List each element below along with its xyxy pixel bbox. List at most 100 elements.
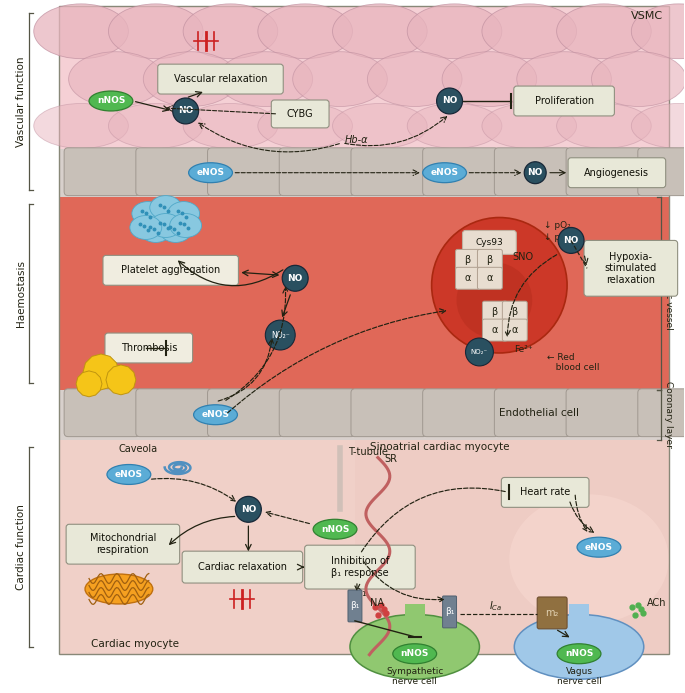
Text: NO₂⁻: NO₂⁻	[471, 349, 488, 355]
Ellipse shape	[107, 464, 151, 484]
Text: Proliferation: Proliferation	[534, 96, 594, 106]
Circle shape	[466, 338, 493, 366]
Text: NO: NO	[442, 96, 458, 105]
Ellipse shape	[350, 615, 480, 679]
Ellipse shape	[170, 213, 201, 238]
FancyBboxPatch shape	[584, 240, 677, 296]
FancyBboxPatch shape	[477, 267, 502, 289]
Text: Vagus
nerve cell: Vagus nerve cell	[557, 667, 601, 686]
Ellipse shape	[108, 4, 203, 59]
Ellipse shape	[183, 4, 277, 59]
FancyBboxPatch shape	[271, 100, 329, 128]
Ellipse shape	[140, 218, 172, 243]
FancyBboxPatch shape	[443, 596, 456, 628]
Ellipse shape	[514, 615, 644, 679]
Text: nNOS: nNOS	[401, 649, 429, 658]
Text: CYBG: CYBG	[287, 109, 314, 119]
Ellipse shape	[577, 537, 621, 557]
FancyBboxPatch shape	[59, 197, 669, 390]
FancyBboxPatch shape	[568, 158, 666, 188]
Ellipse shape	[393, 644, 436, 664]
Text: Hb-α: Hb-α	[345, 135, 369, 145]
Text: ↓ pO₂: ↓ pO₂	[544, 222, 571, 231]
Ellipse shape	[168, 202, 199, 225]
Circle shape	[173, 98, 199, 124]
FancyBboxPatch shape	[569, 604, 589, 644]
Text: Cys93: Cys93	[475, 238, 503, 247]
Ellipse shape	[557, 644, 601, 664]
FancyBboxPatch shape	[405, 604, 425, 644]
Text: α: α	[511, 325, 517, 335]
Circle shape	[265, 320, 295, 350]
Text: Caveola: Caveola	[119, 444, 158, 454]
FancyBboxPatch shape	[348, 590, 362, 622]
FancyBboxPatch shape	[638, 389, 685, 437]
Ellipse shape	[258, 4, 353, 59]
FancyBboxPatch shape	[59, 149, 669, 197]
FancyBboxPatch shape	[351, 389, 427, 437]
FancyBboxPatch shape	[208, 389, 283, 437]
Text: m₂: m₂	[545, 608, 559, 618]
Ellipse shape	[591, 52, 685, 107]
FancyBboxPatch shape	[456, 249, 480, 271]
FancyBboxPatch shape	[477, 249, 502, 271]
Ellipse shape	[132, 202, 164, 225]
FancyBboxPatch shape	[279, 148, 355, 195]
Text: Cardiac function: Cardiac function	[16, 504, 26, 590]
FancyBboxPatch shape	[537, 597, 567, 629]
Ellipse shape	[150, 195, 182, 220]
Circle shape	[236, 496, 262, 523]
FancyBboxPatch shape	[462, 231, 516, 254]
Text: VSMC: VSMC	[631, 11, 663, 21]
FancyBboxPatch shape	[103, 256, 238, 286]
Text: β₁: β₁	[445, 608, 454, 616]
Text: Vascular relaxation: Vascular relaxation	[174, 74, 267, 84]
Circle shape	[432, 218, 567, 353]
FancyBboxPatch shape	[495, 148, 570, 195]
Ellipse shape	[313, 519, 357, 539]
Ellipse shape	[408, 103, 502, 148]
Ellipse shape	[188, 163, 232, 183]
Ellipse shape	[332, 103, 427, 148]
FancyBboxPatch shape	[351, 148, 427, 195]
Text: eNOS: eNOS	[115, 470, 143, 479]
Text: Systemic vessel: Systemic vessel	[664, 257, 673, 330]
Ellipse shape	[68, 52, 163, 107]
Text: Angiogenesis: Angiogenesis	[584, 168, 649, 177]
FancyBboxPatch shape	[59, 439, 669, 653]
FancyBboxPatch shape	[355, 439, 669, 653]
FancyBboxPatch shape	[59, 390, 669, 439]
Circle shape	[282, 265, 308, 291]
Ellipse shape	[218, 52, 312, 107]
Ellipse shape	[332, 4, 427, 59]
Text: Heart rate: Heart rate	[520, 487, 571, 498]
Text: β₁: β₁	[355, 588, 366, 598]
Text: Sinoatrial cardiac myocyte: Sinoatrial cardiac myocyte	[370, 441, 510, 452]
Ellipse shape	[160, 218, 192, 243]
Text: β: β	[486, 255, 493, 265]
Text: Endothelial cell: Endothelial cell	[499, 407, 580, 418]
Text: NO: NO	[527, 168, 543, 177]
Ellipse shape	[557, 4, 651, 59]
Ellipse shape	[516, 52, 612, 107]
Ellipse shape	[510, 494, 669, 624]
Ellipse shape	[130, 216, 162, 240]
FancyBboxPatch shape	[105, 333, 192, 363]
Ellipse shape	[408, 4, 502, 59]
Ellipse shape	[367, 52, 462, 107]
FancyBboxPatch shape	[279, 389, 355, 437]
Text: NO: NO	[178, 107, 193, 116]
FancyBboxPatch shape	[502, 301, 527, 323]
Ellipse shape	[632, 103, 685, 148]
Ellipse shape	[34, 4, 128, 59]
Circle shape	[558, 227, 584, 254]
FancyBboxPatch shape	[182, 551, 303, 583]
Text: NA: NA	[370, 598, 384, 608]
Text: α: α	[491, 325, 497, 335]
Text: Cardiac relaxation: Cardiac relaxation	[198, 562, 287, 572]
FancyBboxPatch shape	[566, 148, 642, 195]
Ellipse shape	[632, 4, 685, 59]
Text: eNOS: eNOS	[197, 168, 225, 177]
Text: eNOS: eNOS	[201, 410, 229, 419]
Ellipse shape	[194, 405, 238, 425]
